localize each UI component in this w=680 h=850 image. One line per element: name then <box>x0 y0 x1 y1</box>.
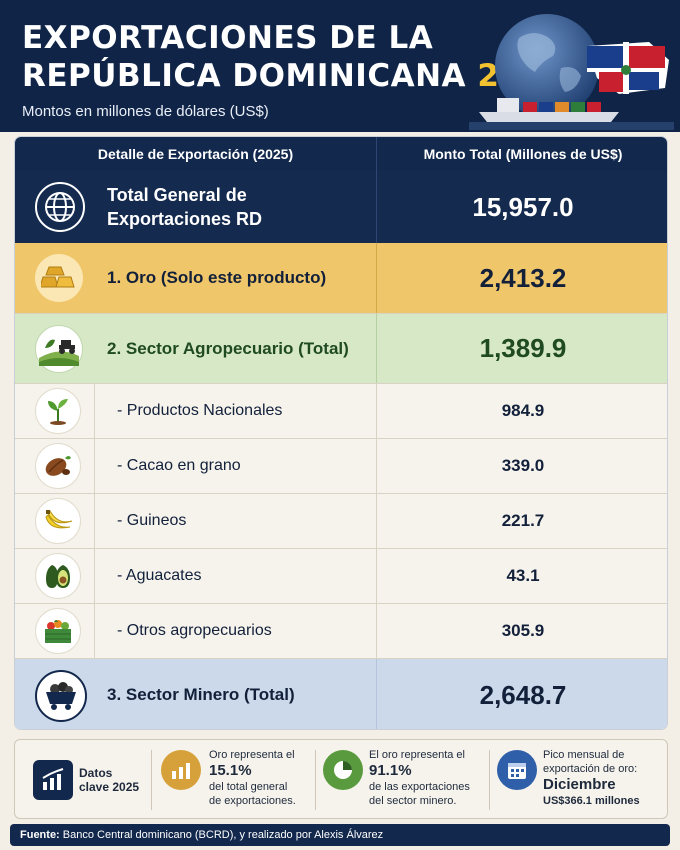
gold-bars-icon <box>35 254 83 302</box>
facts-title-line-1: Datos <box>79 766 113 780</box>
farm-tractor-icon <box>35 325 83 373</box>
header-banner: EXPORTACIONES DE LA REPÚBLICA DOMINICANA… <box>0 0 680 132</box>
row-label: - Aguacates <box>117 567 202 584</box>
title-line-1: EXPORTACIONES DE LA <box>22 20 434 56</box>
row-label: 2. Sector Agropecuario (Total) <box>107 338 349 358</box>
row-value: 2,648.7 <box>376 659 667 729</box>
row-label: 3. Sector Minero (Total) <box>107 685 295 704</box>
avocado-icon <box>35 553 81 599</box>
fact-3-pre-2: exportación de oro: <box>543 763 638 775</box>
sprout-icon <box>35 388 81 434</box>
fact-2-post-1: de las exportaciones <box>369 781 470 793</box>
row-value: 339.0 <box>376 439 667 493</box>
row-value: 221.7 <box>376 494 667 548</box>
source-text: Banco Central dominicano (BCRD), y reali… <box>62 829 384 841</box>
row-label: - Cacao en grano <box>117 457 241 474</box>
column-header-detail: Detalle de Exportación (2025) <box>97 146 294 162</box>
table-row-total: Total General de Exportaciones RD 15,957.… <box>15 171 667 243</box>
fact-2-value: 91.1% <box>369 762 412 779</box>
globe-ship-flag-illustration <box>469 14 674 130</box>
row-value: 15,957.0 <box>376 171 667 243</box>
row-value: 984.9 <box>376 384 667 438</box>
fact-oro-total: Oro representa el 15.1% del total genera… <box>209 748 296 808</box>
table-row-agro: 2. Sector Agropecuario (Total) 1,389.9 <box>15 313 667 383</box>
exports-table: Detalle de Exportación (2025) Monto Tota… <box>14 136 668 730</box>
row-value: 2,413.2 <box>376 243 667 313</box>
source-footer: Fuente: Banco Central dominicano (BCRD),… <box>10 824 670 846</box>
title-country: REPÚBLICA DOMINICANA <box>22 58 467 94</box>
row-label: Total General de Exportaciones RD <box>107 171 347 243</box>
row-label: - Guineos <box>117 512 187 529</box>
total-label-line-2: Exportaciones RD <box>107 209 263 229</box>
calendar-icon <box>497 750 537 790</box>
produce-crate-icon <box>35 608 81 654</box>
facts-title: Datos clave 2025 <box>79 766 139 794</box>
growth-chart-icon <box>161 750 201 790</box>
row-label: 1. Oro (Solo este producto) <box>107 268 327 287</box>
table-header: Detalle de Exportación (2025) Monto Tota… <box>15 137 667 171</box>
globe-icon <box>35 182 85 232</box>
banana-icon <box>35 498 81 544</box>
fact-1-post-2: de exportaciones. <box>209 795 296 807</box>
table-row-cacao: - Cacao en grano 339.0 <box>15 438 667 493</box>
pie-chart-icon <box>323 750 363 790</box>
row-value: 1,389.9 <box>376 314 667 383</box>
table-row-otros: - Otros agropecuarios 305.9 <box>15 603 667 658</box>
row-value: 43.1 <box>376 549 667 603</box>
subtitle: Montos en millones de dólares (US$) <box>22 103 269 120</box>
row-label: - Otros agropecuarios <box>117 622 272 639</box>
fact-3-post: US$366.1 millones <box>543 795 640 807</box>
cacao-icon <box>35 443 81 489</box>
table-row-minero: 3. Sector Minero (Total) 2,648.7 <box>15 658 667 729</box>
table-row-productos-nacionales: - Productos Nacionales 984.9 <box>15 383 667 438</box>
total-label-line-1: Total General de <box>107 185 247 205</box>
fact-1-post-1: del total general <box>209 781 288 793</box>
fact-2-post-2: del sector minero. <box>369 795 457 807</box>
fact-1-pre: Oro representa el <box>209 749 295 761</box>
source-label: Fuente: <box>20 829 60 841</box>
fact-3-value: Diciembre <box>543 776 616 793</box>
table-row-oro: 1. Oro (Solo este producto) 2,413.2 <box>15 243 667 313</box>
fact-oro-minero: El oro representa el 91.1% de las export… <box>369 748 470 808</box>
fact-pico-mensual: Pico mensual de exportación de oro: Dici… <box>543 748 640 808</box>
facts-title-line-2: clave 2025 <box>79 780 140 794</box>
fact-1-value: 15.1% <box>209 762 252 779</box>
table-row-guineos: - Guineos 221.7 <box>15 493 667 548</box>
fact-3-pre-1: Pico mensual de <box>543 749 625 761</box>
row-label: - Productos Nacionales <box>117 402 283 419</box>
bar-chart-icon <box>33 760 73 800</box>
table-row-aguacates: - Aguacates 43.1 <box>15 548 667 603</box>
column-header-amount: Monto Total (Millones de US$) <box>376 137 667 171</box>
key-facts-panel: Datos clave 2025 Oro representa el 15.1% … <box>14 739 668 819</box>
row-value: 305.9 <box>376 604 667 658</box>
fact-2-pre: El oro representa el <box>369 749 465 761</box>
mine-cart-icon <box>35 670 87 722</box>
